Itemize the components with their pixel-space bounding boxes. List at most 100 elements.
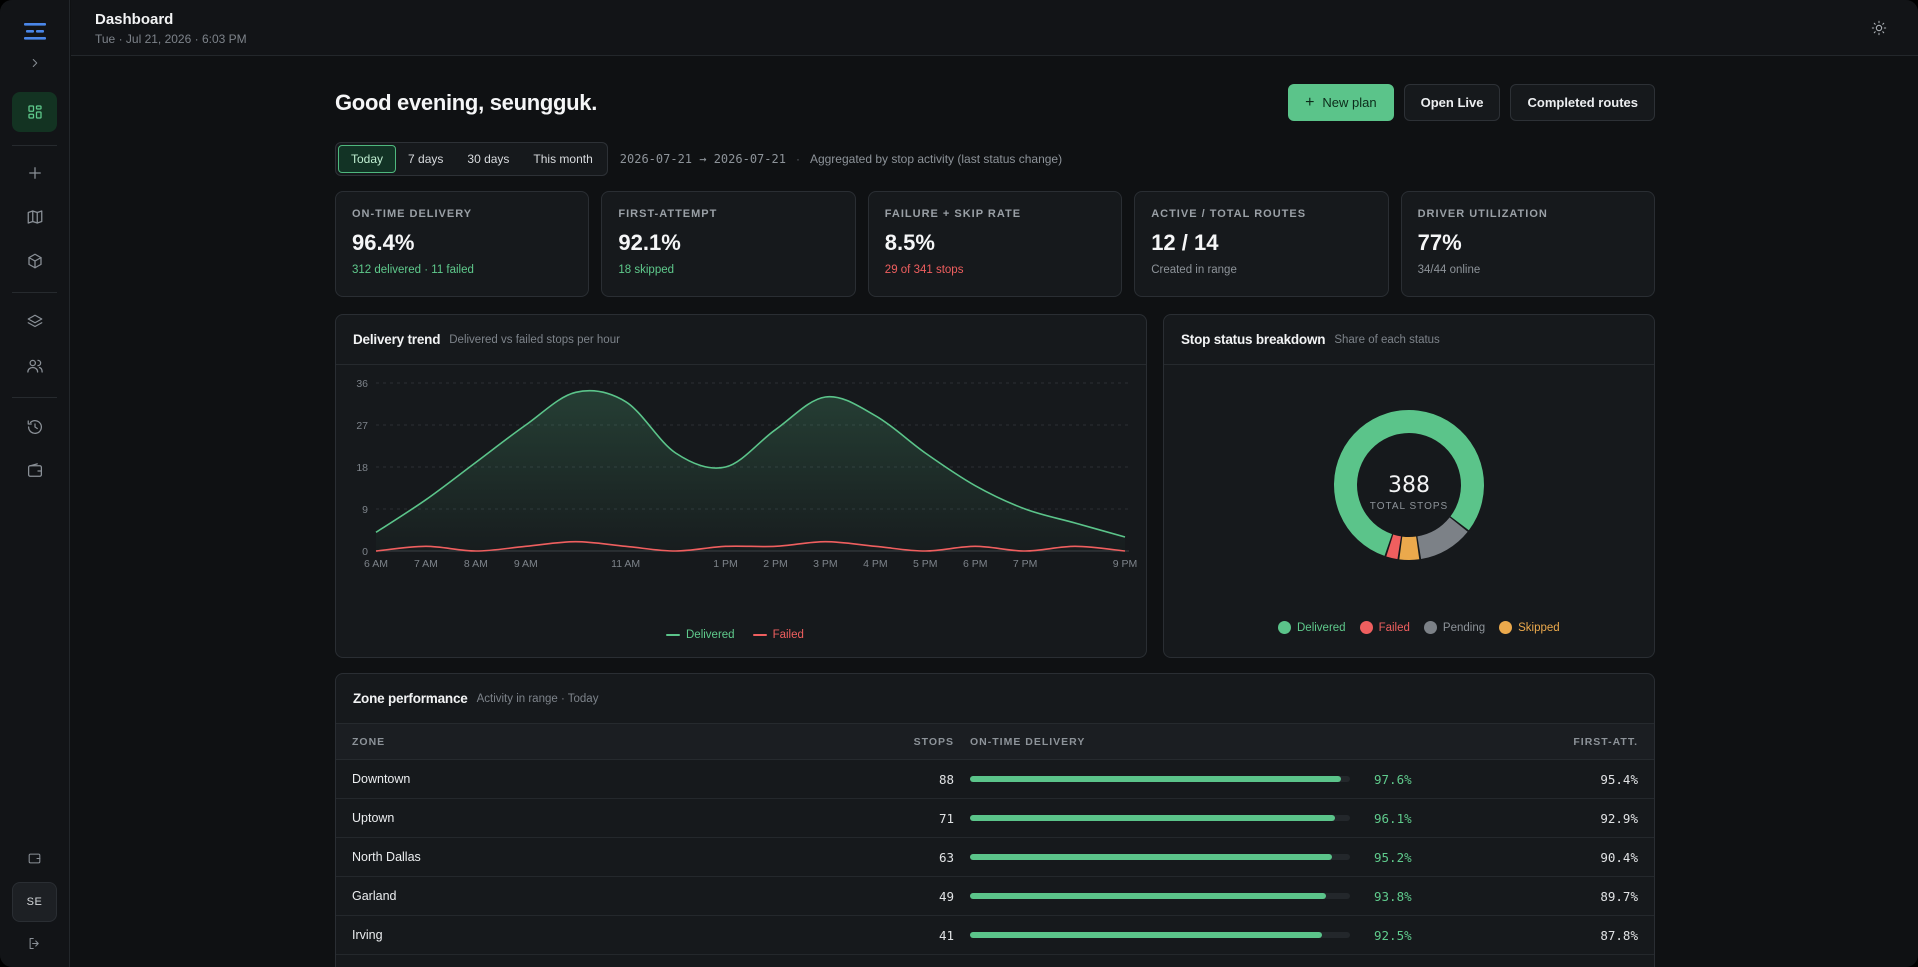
nav-add-button[interactable] — [12, 153, 57, 193]
series-line-failed — [375, 540, 1126, 552]
nav-packages-button[interactable] — [12, 241, 57, 281]
panel-header: Stop status breakdown Share of each stat… — [1164, 315, 1654, 365]
column-zone[interactable]: ZONE — [352, 736, 386, 748]
legend-label: Failed — [1378, 621, 1410, 634]
x-tick-label: 9 PM — [1113, 558, 1138, 570]
plus-icon — [28, 167, 41, 179]
header-actions: + New plan Open Live Completed routes — [1288, 84, 1655, 121]
range-selector: Today 7 days 30 days This month — [335, 142, 608, 176]
panel-header: Delivery trend Delivered vs failed stops… — [336, 315, 1146, 365]
kpi-value: 12 / 14 — [1151, 230, 1219, 255]
kpi-sub: 34/44 online — [1417, 264, 1481, 276]
history-icon — [27, 420, 42, 435]
nav-dashboard-button[interactable] — [12, 92, 57, 132]
wallet-button[interactable] — [12, 838, 57, 878]
range-today[interactable]: Today — [338, 145, 397, 173]
open-live-button[interactable]: Open Live — [1403, 84, 1501, 121]
on-time-bar — [970, 854, 1350, 860]
x-tick-label: 4 PM — [863, 558, 888, 570]
kpi-label: DRIVER UTILIZATION — [1417, 208, 1548, 220]
legend-item-delivered[interactable]: Delivered — [1278, 621, 1346, 634]
nav-billing-button[interactable] — [12, 451, 57, 491]
on-time-bar-fill — [970, 932, 1322, 938]
legend-swatch — [1499, 621, 1513, 634]
y-tick-label: 18 — [356, 462, 368, 474]
page-datetime: Tue · Jul 21, 2026 · 6:03 PM — [95, 32, 247, 46]
avatar[interactable]: SE — [12, 882, 57, 922]
logout-icon — [29, 937, 39, 949]
top-bar: Dashboard Tue · Jul 21, 2026 · 6:03 PM — [71, 0, 1918, 56]
column-first-attempt[interactable]: FIRST-ATT. — [1573, 736, 1638, 748]
range-30-days[interactable]: 30 days — [467, 152, 510, 166]
legend-label: Delivered — [686, 629, 735, 641]
legend-item-pending[interactable]: Pending — [1423, 621, 1485, 634]
table-row[interactable]: Garland 49 93.8% 89.7% — [336, 877, 1654, 916]
zone-on-time: 93.8% — [1374, 889, 1412, 904]
legend-swatch — [1278, 621, 1291, 634]
column-on-time[interactable]: ON-TIME DELIVERY — [970, 736, 1086, 748]
expand-sidebar-button[interactable] — [12, 46, 57, 80]
panel-subtitle: Delivered vs failed stops per hour — [449, 333, 620, 346]
nav-users-button[interactable] — [12, 346, 57, 386]
kpi-card-driver-utilization: DRIVER UTILIZATION 77% 34/44 online — [1400, 191, 1655, 297]
zone-on-time: 97.6% — [1374, 772, 1412, 787]
on-time-bar — [970, 932, 1350, 938]
status-legend: Delivered Failed Pending Skipped — [1278, 621, 1560, 634]
x-tick-label: 11 AM — [611, 558, 640, 570]
on-time-bar-fill — [970, 776, 1341, 782]
nav-layers-button[interactable] — [12, 302, 57, 342]
kpi-value: 92.1% — [618, 230, 681, 255]
table-row[interactable]: Downtown 88 97.6% 95.4% — [336, 760, 1654, 799]
completed-routes-button[interactable]: Completed routes — [1510, 84, 1655, 121]
x-tick-label: 9 AM — [514, 558, 538, 570]
table-row[interactable]: North Dallas 63 95.2% 90.4% — [336, 838, 1654, 877]
legend-swatch — [1359, 621, 1373, 634]
stop-status-donut: 388 TOTAL STOPS — [1334, 410, 1484, 560]
legend-label: Delivered — [1297, 621, 1346, 634]
greeting: Good evening, seungguk. — [335, 90, 598, 115]
zone-first-attempt: 95.4% — [1600, 772, 1638, 787]
legend-label: Skipped — [1518, 621, 1560, 634]
y-tick-label: 0 — [362, 546, 368, 558]
zone-first-attempt: 87.8% — [1600, 928, 1638, 943]
box-icon — [27, 253, 42, 269]
legend-item-failed[interactable]: Failed — [752, 629, 804, 641]
table-row[interactable]: Irving 41 92.5% 87.8% — [336, 916, 1654, 955]
zone-on-time: 92.5% — [1374, 928, 1412, 943]
zone-name: Uptown — [352, 811, 395, 825]
wallet-icon — [28, 853, 41, 863]
wallet-icon — [27, 463, 42, 477]
layers-icon — [27, 314, 42, 328]
legend-item-failed[interactable]: Failed — [1359, 621, 1410, 634]
theme-toggle-button[interactable] — [1868, 17, 1890, 39]
plus-icon: + — [1305, 93, 1315, 111]
zone-stops: 63 — [938, 850, 954, 865]
kpi-label: ON-TIME DELIVERY — [352, 208, 473, 220]
nav-history-button[interactable] — [12, 407, 57, 447]
new-plan-button[interactable]: + New plan — [1288, 84, 1394, 121]
nav-map-button[interactable] — [12, 197, 57, 237]
delivery-trend-chart: 0 9 18 27 36 6 AM 7 AM 8 AM 9 AM 11 AM 1 PM 2 PM 3 P… — [356, 378, 1138, 570]
column-stops[interactable]: STOPS — [913, 736, 954, 748]
logout-button[interactable] — [12, 923, 57, 963]
page-title: Dashboard — [95, 11, 174, 28]
kpi-value: 8.5% — [884, 230, 935, 255]
legend-swatch — [1423, 621, 1437, 634]
panel-title: Zone performance — [353, 691, 468, 706]
kpi-sub: 312 delivered · 11 failed — [352, 264, 474, 276]
legend-item-skipped[interactable]: Skipped — [1499, 621, 1560, 634]
panel-header: Zone performance Activity in range · Tod… — [336, 674, 1654, 724]
zone-stops: 88 — [938, 772, 954, 787]
trend-legend: Delivered Failed — [666, 629, 804, 641]
range-this-month[interactable]: This month — [533, 152, 593, 166]
x-tick-label: 7 AM — [414, 558, 438, 570]
on-time-bar-fill — [970, 893, 1327, 899]
stop-status-panel: Stop status breakdown Share of each stat… — [1163, 314, 1655, 658]
legend-item-delivered[interactable]: Delivered — [666, 629, 735, 641]
table-row[interactable]: Uptown 71 96.1% 92.9% — [336, 799, 1654, 838]
range-7-days[interactable]: 7 days — [408, 152, 444, 166]
legend-label: Failed — [772, 629, 804, 641]
logo-icon[interactable] — [20, 19, 50, 45]
on-time-bar — [970, 893, 1350, 899]
x-tick-label: 7 PM — [1013, 558, 1038, 570]
